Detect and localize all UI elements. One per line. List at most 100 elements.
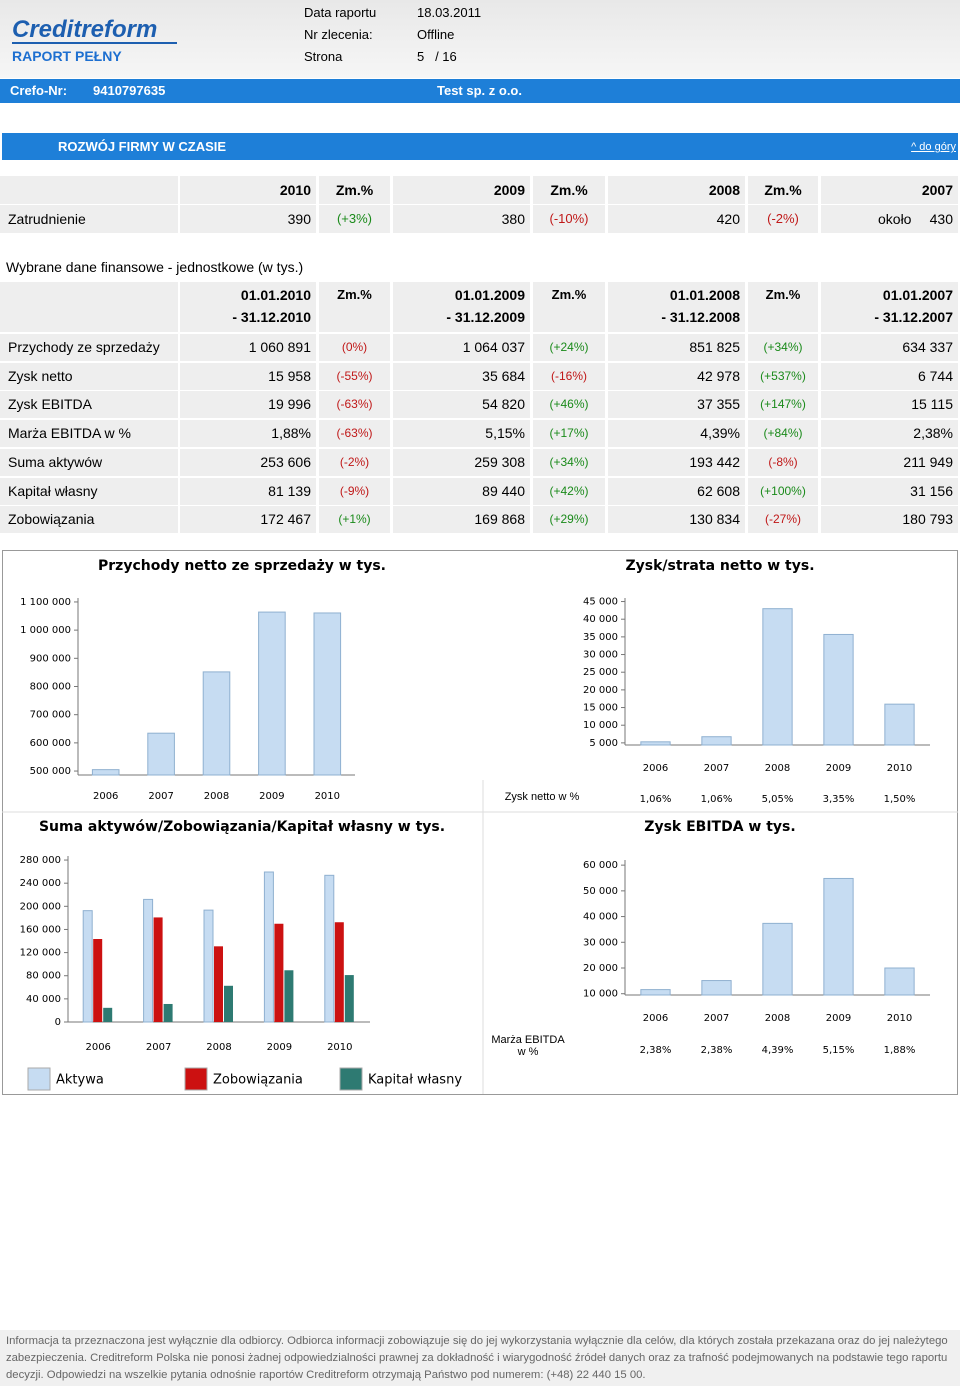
y-tick-label: 10 000 <box>583 989 618 1000</box>
cell-bg <box>748 334 818 361</box>
value-cell: 130 834 <box>689 511 740 528</box>
section-title: ROZWÓJ FIRMY W CZASIE <box>58 139 227 154</box>
change-cell: (+147%) <box>760 397 806 412</box>
cell-bg <box>0 282 178 332</box>
bar <box>82 910 93 1023</box>
section-bar <box>2 133 958 160</box>
top-link[interactable]: ^ do góry <box>911 141 956 153</box>
y-tick-label: 280 000 <box>20 855 61 866</box>
bar <box>823 633 854 746</box>
cell-bg <box>393 176 530 204</box>
bar <box>334 922 344 1022</box>
row-label: Zysk netto <box>8 367 73 384</box>
cell-bg <box>393 362 530 390</box>
change-cell: (-27%) <box>764 512 801 527</box>
x-tick-label: 2010 <box>315 791 340 802</box>
row-value: 2,38% <box>701 1045 733 1056</box>
cell-bg <box>393 477 530 505</box>
bar <box>313 612 342 776</box>
bar <box>762 922 793 996</box>
bar <box>91 769 120 776</box>
value-cell: 2010 <box>279 182 311 198</box>
cell-bg <box>319 391 390 419</box>
x-tick-label: 2006 <box>93 791 118 802</box>
bar <box>224 985 233 1022</box>
y-tick-label: 200 000 <box>20 901 61 912</box>
bar <box>153 917 163 1022</box>
row-value: 1,88% <box>884 1045 916 1056</box>
value-cell: 81 139 <box>268 482 311 499</box>
y-tick-label: 40 000 <box>26 994 61 1005</box>
row-value: 2,38% <box>640 1045 672 1056</box>
y-tick-label: 15 000 <box>583 703 618 714</box>
cell-bg <box>533 282 605 332</box>
row-label: Suma aktywów <box>8 453 103 470</box>
change-cell: (-2%) <box>767 211 799 226</box>
change-cell: (+34%) <box>549 454 589 469</box>
cell-bg <box>180 391 316 419</box>
change-cell: (+42%) <box>549 483 589 498</box>
cell-bg <box>0 448 178 476</box>
cell-bg <box>608 420 745 448</box>
y-tick-label: 45 000 <box>583 597 618 608</box>
cell-bg <box>393 448 530 476</box>
legend-label: Aktywa <box>56 1073 104 1088</box>
bar <box>701 736 732 746</box>
row-value: 5,15% <box>823 1045 855 1056</box>
value-cell: 89 440 <box>482 482 525 499</box>
value-cell: 172 467 <box>260 511 311 528</box>
y-tick-label: 160 000 <box>20 924 61 935</box>
chart-title: Przychody netto ze sprzedaży w tys. <box>98 558 386 574</box>
change-cell: (-55%) <box>336 368 373 383</box>
value-cell: - 31.12.2009 <box>446 309 525 325</box>
value-cell: 211 949 <box>903 453 953 470</box>
value-cell: 19 996 <box>268 396 311 413</box>
y-tick-label: 700 000 <box>30 710 71 721</box>
charts: Przychody netto ze sprzedaży w tys. 500 0… <box>2 550 958 1095</box>
cell-bg <box>821 391 958 419</box>
change-cell: (-10%) <box>549 211 589 226</box>
x-tick-label: 2009 <box>259 791 284 802</box>
row-value: 1,50% <box>884 794 916 805</box>
value-cell: 4,39% <box>700 425 740 442</box>
x-tick-label: 2006 <box>643 1013 668 1024</box>
cell-bg <box>821 334 958 361</box>
cell-bg <box>533 506 605 534</box>
cell-bg <box>319 205 390 233</box>
row-label: Zatrudnienie <box>8 211 86 227</box>
crefo-label: Crefo-Nr: <box>10 83 68 98</box>
x-tick-label: 2010 <box>327 1042 352 1053</box>
y-tick-label: 500 000 <box>30 766 71 777</box>
cell-bg <box>533 391 605 419</box>
change-cell: (+24%) <box>549 340 589 354</box>
bar <box>203 909 214 1023</box>
change-cell: Zm.% <box>551 287 587 302</box>
report-type: RAPORT PEŁNY <box>12 48 122 64</box>
x-tick-label: 2009 <box>826 763 851 774</box>
value-cell: 01.01.2008 <box>669 287 740 303</box>
cell-bg <box>0 506 178 534</box>
bar <box>884 703 915 746</box>
cell-bg <box>533 448 605 476</box>
value-cell: 31 156 <box>910 482 953 499</box>
change-cell: (-16%) <box>550 368 587 383</box>
cell-bg <box>180 334 316 361</box>
value-cell: 1,88% <box>271 425 311 442</box>
value-cell: - 31.12.2007 <box>874 309 953 325</box>
y-tick-label: 600 000 <box>30 738 71 749</box>
cell-bg <box>0 176 178 204</box>
y-tick-label: 5 000 <box>589 738 618 749</box>
y-tick-label: 20 000 <box>583 963 618 974</box>
row-label: Marża EBITDA w % <box>8 425 131 442</box>
cell-bg <box>608 448 745 476</box>
cell-bg <box>608 176 745 204</box>
value-cell: 634 337 <box>902 339 953 355</box>
cell-bg <box>180 506 316 534</box>
table-title: Wybrane dane finansowe - jednostkowe (w … <box>6 259 304 275</box>
row-label: Przychody ze sprzedaży <box>8 339 160 355</box>
row-value: 4,39% <box>762 1045 794 1056</box>
x-tick-label: 2008 <box>204 791 229 802</box>
cell-bg <box>533 176 605 204</box>
row-value: 1,06% <box>701 794 733 805</box>
change-cell: (+34%) <box>763 340 803 354</box>
